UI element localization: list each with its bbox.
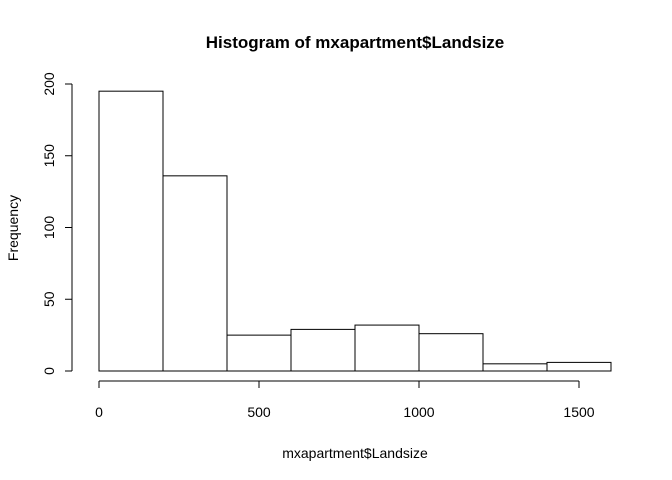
y-axis-label: Frequency (5, 195, 21, 261)
histogram-bars (98, 90, 612, 372)
histogram-bar-6 (482, 363, 548, 372)
histogram-bar-3 (290, 328, 356, 372)
x-tick-label-1: 500 (247, 404, 271, 420)
histogram-bar-2 (226, 334, 292, 372)
y-tick-label-2: 100 (41, 216, 57, 240)
histogram-bar-1 (162, 175, 228, 372)
y-tick-label-3: 150 (41, 144, 57, 168)
x-tick-label-0: 0 (95, 404, 103, 420)
histogram-bar-4 (354, 324, 420, 372)
chart-title: Histogram of mxapartment$Landsize (206, 33, 505, 52)
y-tick-label-4: 200 (41, 72, 57, 96)
x-tick-label-2: 1000 (403, 404, 434, 420)
y-tick-label-0: 0 (41, 367, 57, 375)
x-tick-label-3: 1500 (563, 404, 594, 420)
histogram-bar-5 (418, 333, 484, 372)
x-axis: 0 500 1000 1500 (95, 380, 595, 420)
y-tick-label-1: 50 (41, 291, 57, 307)
y-axis: 0 50 100 150 200 (41, 72, 73, 375)
x-axis-label: mxapartment$Landsize (282, 445, 428, 461)
histogram-bar-0 (98, 90, 164, 372)
histogram-bar-7 (546, 361, 612, 372)
